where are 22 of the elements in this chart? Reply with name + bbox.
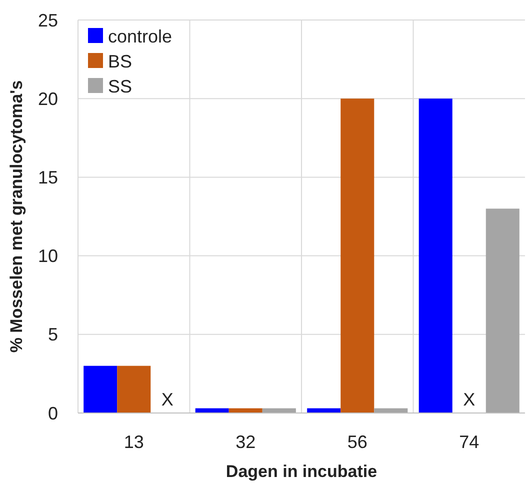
bar — [340, 98, 374, 413]
y-tick-label: 5 — [48, 324, 58, 345]
annotation: X — [463, 389, 476, 410]
y-tick-label: 15 — [38, 168, 58, 188]
x-tick-label: 74 — [459, 432, 480, 452]
bar — [418, 98, 452, 413]
annotation: X — [161, 389, 174, 410]
bar — [84, 366, 118, 413]
legend-label: SS — [108, 76, 132, 96]
legend-label: BS — [108, 51, 132, 72]
y-tick-label: 0 — [48, 403, 58, 424]
bar — [486, 208, 520, 413]
y-tick-label: 25 — [38, 10, 58, 30]
bar — [117, 366, 151, 413]
x-tick-label: 32 — [236, 432, 256, 452]
x-axis-title: Dagen in incubatie — [226, 462, 378, 481]
y-tick-label: 20 — [38, 88, 58, 109]
y-axis-title: % Mosselen met granulocytoma's — [7, 80, 26, 353]
x-tick-label: 56 — [347, 432, 368, 452]
x-tick-label: 13 — [124, 432, 144, 452]
y-tick-label: 10 — [38, 246, 58, 266]
legend-label: controle — [108, 26, 172, 46]
